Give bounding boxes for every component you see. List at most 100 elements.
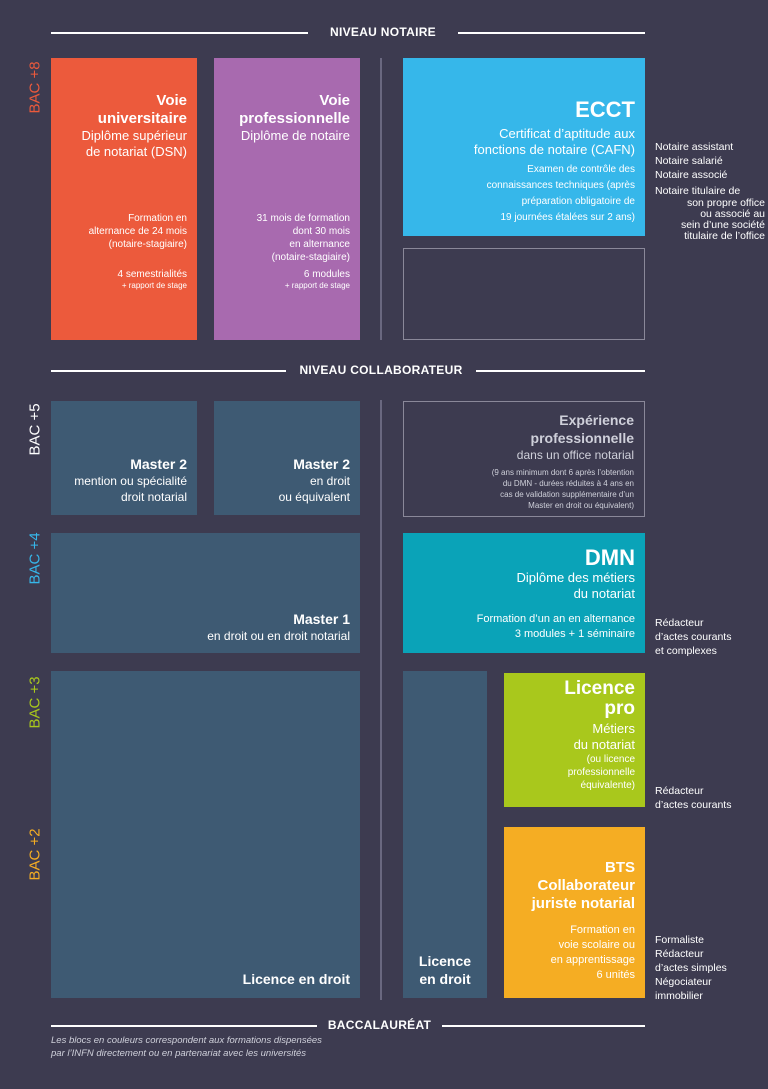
bts-title2: Collaborateur xyxy=(537,877,635,894)
ecct-block: ECCT Certificat d’aptitude aux fonctions… xyxy=(403,58,645,236)
licence-pro-title1: Licence xyxy=(564,678,635,699)
bts-role-2: Rédacteur xyxy=(655,948,704,960)
notaire-role-4d: sein d’une société xyxy=(680,219,765,231)
master2b-line1: en droit xyxy=(309,474,350,488)
dmn-block: DMN Diplôme des métiers du notariat Form… xyxy=(403,533,645,653)
notaire-role-2: Notaire salarié xyxy=(655,155,723,167)
master2b-title: Master 2 xyxy=(293,456,350,472)
ecct-cert1: Certificat d’aptitude aux xyxy=(499,126,635,141)
licence-pro-equiv3: équivalente) xyxy=(580,780,635,791)
ecct-exam1: Examen de contrôle des xyxy=(527,164,635,175)
licence-droit-narrow-l1: Licence xyxy=(418,953,472,969)
vertical-divider-top xyxy=(380,58,382,340)
voie-pro-title1: Voie xyxy=(319,92,350,109)
ecct-title: ECCT xyxy=(575,97,635,122)
footnote-line1: Les blocs en couleurs correspondent aux … xyxy=(51,1035,322,1046)
voie-univ-stage: + rapport de stage xyxy=(121,281,187,290)
dmn-form1: Formation d’un an en alternance xyxy=(476,613,635,625)
bac3-label: BAC +3 xyxy=(26,676,44,729)
ecct-exam3: préparation obligatoire de xyxy=(521,196,635,207)
bts-role-4: Négociateur xyxy=(655,976,712,988)
ecct-exam4: 19 journées étalées sur 2 ans) xyxy=(500,212,635,223)
licence-pro-metiers2: du notariat xyxy=(573,737,635,752)
licence-pro-equiv1: (ou licence xyxy=(586,754,635,765)
voie-pro-modules: 6 modules xyxy=(303,269,350,280)
licence-droit-block: Licence en droit xyxy=(51,671,360,998)
voie-professionnelle-block: Voie professionnelle Diplôme de notaire … xyxy=(214,58,360,340)
master2a-title: Master 2 xyxy=(130,456,187,472)
bac-line-left xyxy=(51,1025,317,1027)
experience-block: Expérience professionnelle dans un offic… xyxy=(403,401,645,517)
footnote-line2: par l’INFN directement ou en partenariat… xyxy=(51,1048,307,1059)
ecct-cert2: fonctions de notaire (CAFN) xyxy=(473,142,635,157)
dmn-diploma2: du notariat xyxy=(573,586,635,601)
dmn-role-3: et complexes xyxy=(655,645,717,657)
lp-role-2: d’actes courants xyxy=(655,799,732,811)
licence-droit-narrow-block: Licence en droit xyxy=(403,671,487,998)
dmn-roles: Rédacteur d’actes courants et complexes xyxy=(655,616,765,658)
notaire-line-right xyxy=(458,32,645,34)
bts-form3: en apprentissage xyxy=(550,954,635,966)
bts-title3: juriste notarial xyxy=(531,895,635,912)
voie-univ-semestres: 4 semestrialités xyxy=(117,269,187,280)
licence-pro-metiers1: Métiers xyxy=(592,721,635,736)
master1-title: Master 1 xyxy=(293,611,350,627)
bac-line-right xyxy=(442,1025,645,1027)
section-title-baccalaureat: BACCALAURÉAT xyxy=(327,1018,432,1032)
experience-title2: professionnelle xyxy=(530,430,634,446)
ecct-empty-outline xyxy=(403,248,645,340)
bts-form2: voie scolaire ou xyxy=(558,939,635,951)
voie-univ-diploma2: de notariat (DSN) xyxy=(85,144,187,159)
licence-droit-title: Licence en droit xyxy=(242,971,350,987)
collab-line-left xyxy=(51,370,286,372)
voie-univ-form1: Formation en xyxy=(128,213,187,224)
notaire-role-3: Notaire associé xyxy=(655,169,728,181)
notaire-role-1: Notaire assistant xyxy=(655,141,734,153)
bac2-label: BAC +2 xyxy=(26,828,44,881)
notaire-roles: Notaire assistant Notaire salarié Notair… xyxy=(655,140,765,242)
bts-roles: Formaliste Rédacteur d’actes simples Nég… xyxy=(655,933,765,1003)
experience-note2: du DMN - durées réduites à 4 ans en xyxy=(502,479,634,488)
voie-pro-form2: dont 30 mois xyxy=(292,226,350,237)
master2-notarial-block: Master 2 mention ou spécialité droit not… xyxy=(51,401,197,515)
licence-droit-narrow-l2: en droit xyxy=(419,971,471,987)
notaire-role-4a: Notaire titulaire de xyxy=(655,185,741,197)
voie-univ-title1: Voie xyxy=(156,92,187,109)
lp-role-1: Rédacteur xyxy=(655,785,704,797)
master1-block: Master 1 en droit ou en droit notarial xyxy=(51,533,360,653)
experience-note3: cas de validation supplémentaire d’un xyxy=(500,490,634,499)
bts-role-1: Formaliste xyxy=(655,934,705,946)
notaire-role-4e: titulaire de l’office xyxy=(684,230,765,242)
voie-pro-diploma: Diplôme de notaire xyxy=(240,128,350,143)
bts-block: BTS Collaborateur juriste notarial Forma… xyxy=(504,827,645,998)
voie-univ-title2: universitaire xyxy=(97,110,187,127)
ecct-exam2: connaissances techniques (après xyxy=(486,180,635,191)
bac5-label: BAC +5 xyxy=(26,403,44,456)
bts-role-5: immobilier xyxy=(655,990,703,1002)
voie-pro-stage: + rapport de stage xyxy=(284,281,350,290)
master2b-line2: ou équivalent xyxy=(278,490,350,504)
bac4-label: BAC +4 xyxy=(26,532,44,585)
voie-universitaire-block: Voie universitaire Diplôme supérieur de … xyxy=(51,58,197,340)
experience-title1: Expérience xyxy=(559,412,634,428)
bts-title1: BTS xyxy=(605,859,635,876)
bac8-label: BAC +8 xyxy=(26,61,44,114)
licence-pro-title2: pro xyxy=(604,698,635,719)
notaire-role-4b: son propre office xyxy=(686,197,765,209)
notaire-role-4c: ou associé au xyxy=(700,208,765,220)
bts-role-3: d’actes simples xyxy=(655,962,727,974)
collab-line-right xyxy=(476,370,645,372)
licence-droit-narrow-text: Licence en droit xyxy=(403,952,487,988)
voie-pro-form1: 31 mois de formation xyxy=(256,213,350,224)
master2-droit-block: Master 2 en droit ou équivalent xyxy=(214,401,360,515)
bts-form1: Formation en xyxy=(570,924,635,936)
bts-form4: 6 unités xyxy=(596,969,635,981)
notaire-line-left xyxy=(51,32,308,34)
dmn-diploma1: Diplôme des métiers xyxy=(516,570,636,585)
dmn-role-2: d’actes courants xyxy=(655,631,732,643)
section-title-notaire: NIVEAU NOTAIRE xyxy=(330,25,436,39)
voie-pro-form3: en alternance xyxy=(289,239,350,250)
footnote: Les blocs en couleurs correspondent aux … xyxy=(51,1034,371,1060)
dmn-role-1: Rédacteur xyxy=(655,617,704,629)
master2a-line1: mention ou spécialité xyxy=(74,474,187,488)
